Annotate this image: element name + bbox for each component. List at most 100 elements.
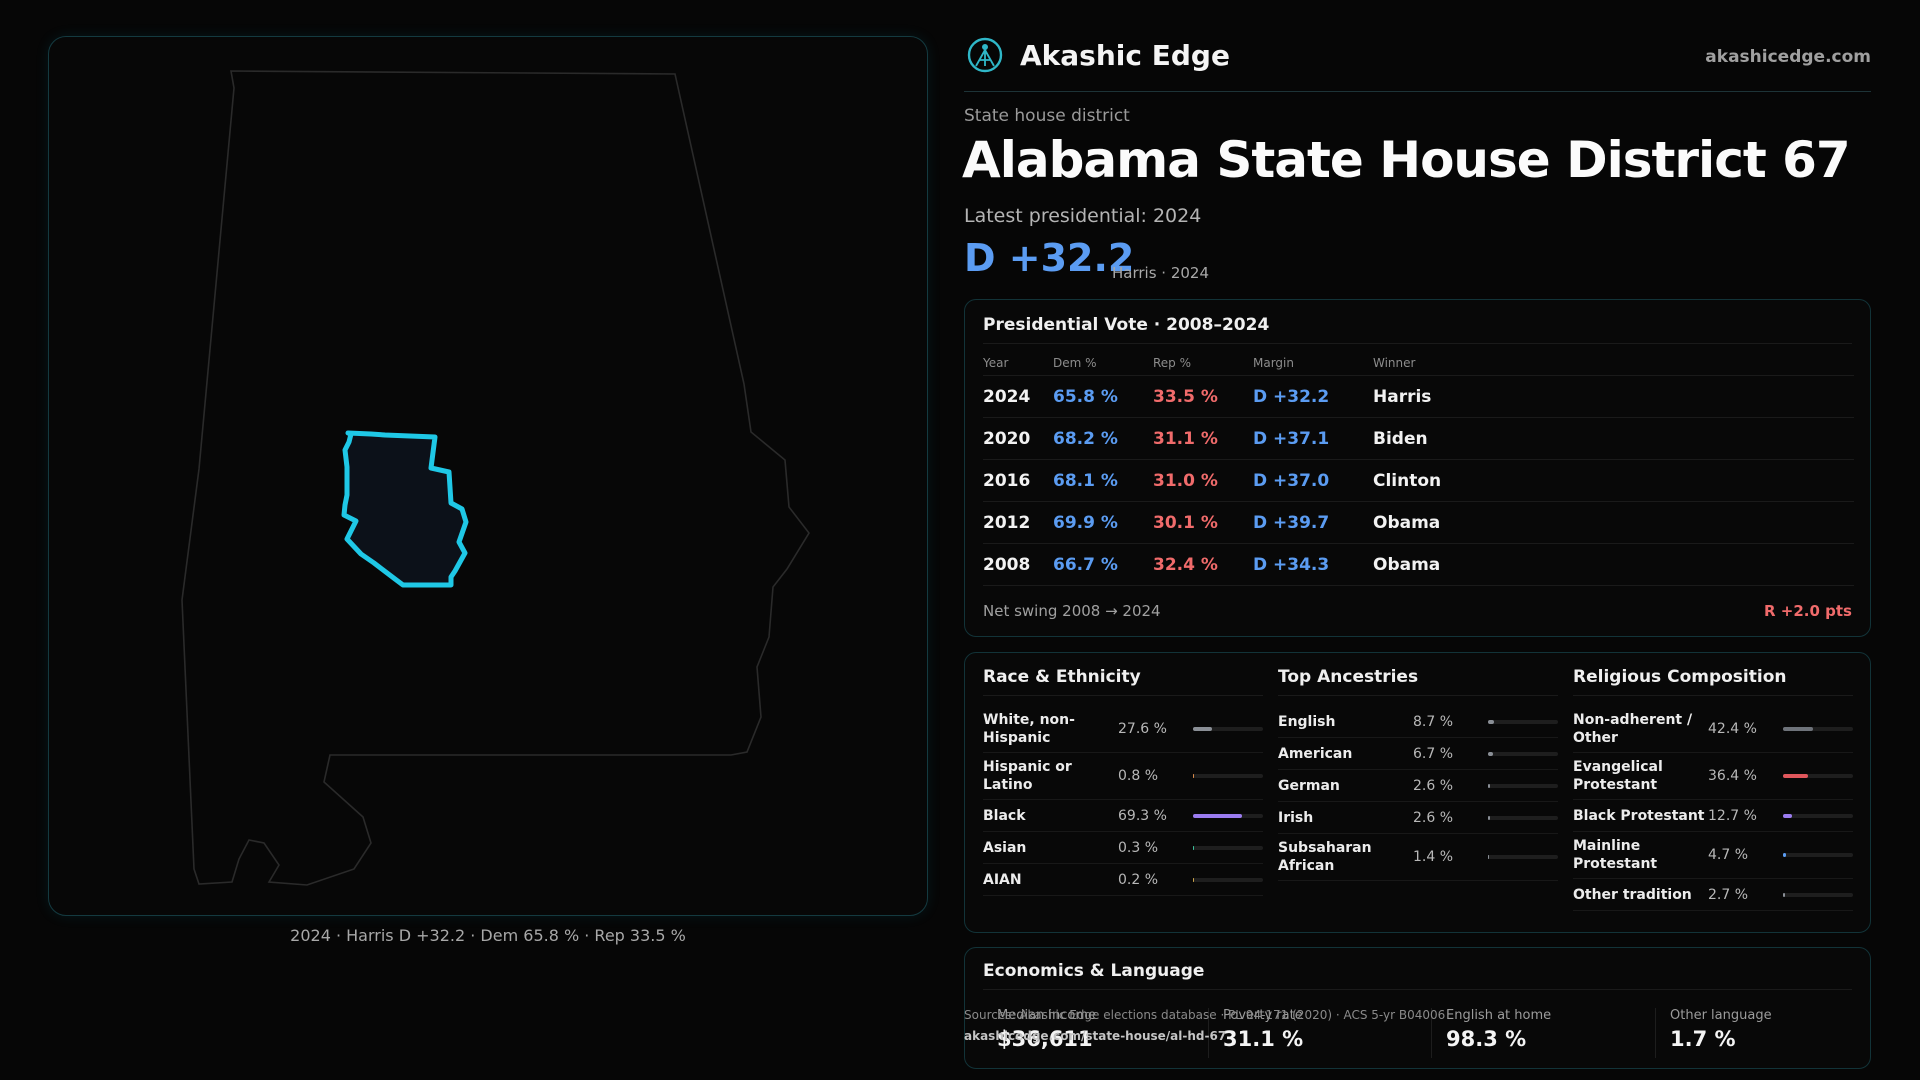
stat-poverty-rate: Poverty rate 31.1 % — [1223, 1008, 1423, 1051]
list-item[interactable]: AIAN 0.2 % — [983, 864, 1263, 896]
cell-winner: Obama — [1373, 554, 1441, 575]
list-item[interactable]: English 8.7 % — [1278, 706, 1558, 738]
item-label: Evangelical Protestant — [1573, 759, 1663, 793]
cell-margin: D +32.2 — [1253, 386, 1330, 407]
divider — [983, 989, 1852, 990]
item-bar — [1783, 774, 1853, 778]
item-value: 0.3 % — [1118, 839, 1159, 856]
item-bar-fill — [1783, 727, 1813, 731]
list-item[interactable]: Non-adherent / Other 42.4 % — [1573, 706, 1853, 753]
presidential-table: Year Dem % Rep % Margin Winner 2024 65.8… — [983, 350, 1854, 586]
table-row[interactable]: 2012 69.9 % 30.1 % D +39.7 Obama — [983, 502, 1854, 544]
list-item[interactable]: Hispanic or Latino 0.8 % — [983, 753, 1263, 800]
list-item[interactable]: Black Protestant 12.7 % — [1573, 800, 1853, 832]
source-text: Sources: Akashic Edge elections database… — [964, 1008, 1446, 1022]
headline-margin: D +32.2 — [964, 236, 1135, 280]
item-value: 0.8 % — [1118, 768, 1159, 784]
item-value: 8.7 % — [1413, 713, 1454, 730]
list-item[interactable]: Mainline Protestant 4.7 % — [1573, 832, 1853, 879]
stat-value: 31.1 % — [1223, 1027, 1304, 1051]
stat-other-language: Other language 1.7 % — [1670, 1008, 1870, 1051]
item-bar — [1783, 813, 1853, 818]
cell-dem: 68.1 % — [1053, 470, 1118, 491]
divider — [1208, 1008, 1209, 1058]
item-bar — [1193, 845, 1263, 850]
list-item[interactable]: Black 69.3 % — [983, 800, 1263, 832]
stat-median-income: Median income $36,611 — [997, 1008, 1197, 1051]
stat-label: Median income — [997, 1008, 1097, 1023]
item-label: German — [1278, 777, 1340, 794]
cell-dem: 65.8 % — [1053, 386, 1118, 407]
list-item[interactable]: Subsaharan African 1.4 % — [1278, 834, 1558, 881]
table-row[interactable]: 2024 65.8 % 33.5 % D +32.2 Harris — [983, 376, 1854, 418]
cell-rep: 32.4 % — [1153, 554, 1218, 575]
item-label: AIAN — [983, 871, 1022, 888]
stat-value: 1.7 % — [1670, 1027, 1736, 1051]
list-item[interactable]: Evangelical Protestant 36.4 % — [1573, 753, 1853, 800]
cell-rep: 33.5 % — [1153, 386, 1218, 407]
item-label: Non-adherent / Other — [1573, 712, 1693, 746]
item-bar-fill — [1488, 815, 1490, 820]
list-item[interactable]: Other tradition 2.7 % — [1573, 879, 1853, 911]
economics-card: Economics & Language Median income $36,6… — [964, 947, 1871, 1069]
cell-winner: Harris — [1373, 386, 1432, 407]
item-bar-fill — [1488, 751, 1493, 756]
stat-english-at-home: English at home 98.3 % — [1446, 1008, 1646, 1051]
item-bar — [1488, 855, 1558, 859]
race-ethnicity-section: Race & Ethnicity White, non-Hispanic 27.6… — [983, 667, 1263, 896]
stat-label: English at home — [1446, 1008, 1552, 1023]
religion-section: Religious Composition Non-adherent / Oth… — [1573, 667, 1853, 911]
source-url-link[interactable]: akashicedge.com/state-house/al-hd-67 — [964, 1029, 1227, 1043]
list-item[interactable]: Irish 2.6 % — [1278, 802, 1558, 834]
latest-presidential-label: Latest presidential: 2024 — [964, 205, 1202, 227]
list-item[interactable]: Asian 0.3 % — [983, 832, 1263, 864]
cell-margin: D +37.1 — [1253, 428, 1330, 449]
item-bar — [1193, 813, 1263, 818]
item-bar — [1488, 815, 1558, 820]
item-label: English — [1278, 713, 1336, 730]
item-bar-fill — [1193, 845, 1195, 850]
cell-year: 2016 — [983, 470, 1031, 491]
brand-name: Akashic Edge — [1020, 38, 1230, 72]
header-margin: Margin — [1253, 355, 1294, 370]
item-bar — [1488, 751, 1558, 756]
stat-label: Poverty rate — [1223, 1008, 1303, 1023]
ancestries-section-title: Top Ancestries — [1278, 667, 1558, 696]
cell-rep: 31.1 % — [1153, 428, 1218, 449]
state-map[interactable] — [49, 37, 929, 917]
list-item[interactable]: White, non-Hispanic 27.6 % — [983, 706, 1263, 753]
map-panel[interactable] — [48, 36, 928, 916]
stat-value: $36,611 — [997, 1027, 1093, 1051]
demographics-card: Race & Ethnicity White, non-Hispanic 27.6… — [964, 652, 1871, 933]
item-bar-fill — [1488, 719, 1495, 724]
item-bar-fill — [1783, 853, 1787, 857]
item-bar — [1783, 727, 1853, 731]
source-footer: Sources: Akashic Edge elections database… — [964, 1005, 1445, 1047]
item-value: 12.7 % — [1708, 807, 1757, 824]
stat-value: 98.3 % — [1446, 1027, 1527, 1051]
item-label: Other tradition — [1573, 886, 1692, 903]
table-row[interactable]: 2008 66.7 % 32.4 % D +34.3 Obama — [983, 544, 1854, 586]
brand[interactable]: Akashic Edge — [966, 36, 1230, 74]
header-divider — [964, 91, 1871, 92]
divider — [1655, 1008, 1656, 1058]
economics-card-title: Economics & Language — [983, 961, 1205, 981]
item-label: Irish — [1278, 809, 1314, 826]
table-row[interactable]: 2016 68.1 % 31.0 % D +37.0 Clinton — [983, 460, 1854, 502]
district-highlight[interactable] — [341, 430, 469, 588]
item-label: Black Protestant — [1573, 807, 1705, 824]
list-item[interactable]: American 6.7 % — [1278, 738, 1558, 770]
table-row[interactable]: 2020 68.2 % 31.1 % D +37.1 Biden — [983, 418, 1854, 460]
item-bar-fill — [1783, 892, 1785, 897]
item-value: 2.6 % — [1413, 777, 1454, 794]
map-caption: 2024 · Harris D +32.2 · Dem 65.8 % · Rep… — [290, 926, 686, 945]
item-bar — [1488, 719, 1558, 724]
cell-year: 2012 — [983, 512, 1031, 533]
brand-url-link[interactable]: akashicedge.com — [1705, 47, 1871, 67]
item-value: 2.6 % — [1413, 809, 1454, 826]
item-bar — [1783, 853, 1853, 857]
divider — [983, 343, 1852, 344]
item-value: 4.7 % — [1708, 847, 1749, 863]
list-item[interactable]: German 2.6 % — [1278, 770, 1558, 802]
item-value: 27.6 % — [1118, 721, 1167, 737]
